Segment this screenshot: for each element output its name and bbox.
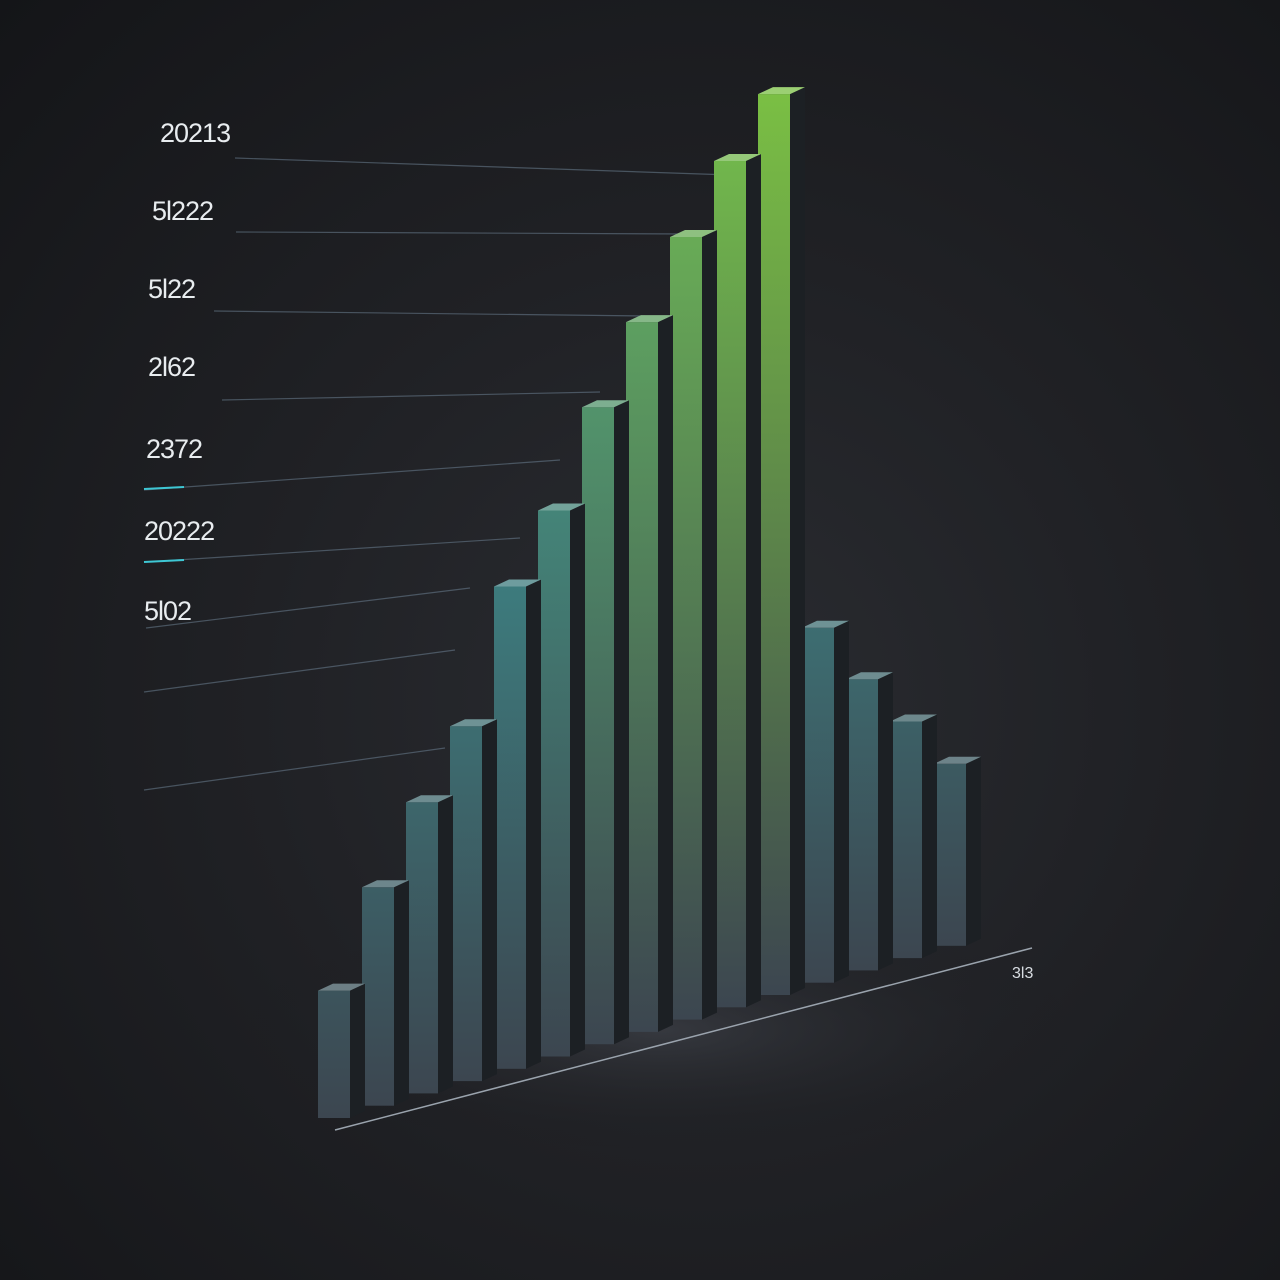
x-axis-end-label: 3l3	[1012, 965, 1033, 982]
bar-side-face	[878, 672, 893, 971]
accent-tick	[143, 486, 185, 490]
bar-top-face	[758, 87, 805, 95]
bar	[450, 719, 497, 1082]
bar-top-face	[846, 672, 893, 680]
bar-side-face	[526, 579, 541, 1069]
bar-front-face	[494, 586, 526, 1069]
guide-line	[145, 587, 471, 629]
bar-top-face	[406, 795, 453, 803]
bar-side-face	[746, 154, 761, 1008]
bar-front-face	[714, 161, 746, 1008]
bars	[318, 87, 981, 1118]
guide-lines	[143, 157, 761, 791]
bar	[626, 315, 673, 1032]
bar-top-face	[362, 880, 409, 888]
guide-line	[213, 310, 646, 317]
bar-top-face	[934, 756, 981, 764]
guide-line	[143, 649, 456, 693]
bar-side-face	[438, 795, 453, 1094]
bar-front-face	[758, 94, 790, 996]
bar	[802, 620, 849, 983]
bar-front-face	[450, 726, 482, 1082]
guide-line	[234, 157, 761, 177]
y-tick-label: 20213	[160, 118, 230, 148]
bar	[406, 795, 453, 1094]
bar	[494, 579, 541, 1069]
bar-front-face	[934, 763, 966, 946]
y-tick-label: 2l62	[148, 352, 195, 382]
y-tick-label: 5l02	[144, 596, 191, 626]
bar-top-face	[802, 620, 849, 628]
bar-front-face	[890, 721, 922, 959]
guide-line	[145, 537, 521, 563]
bar-top-face	[318, 983, 365, 991]
guide-line	[143, 459, 561, 491]
bar-front-face	[846, 679, 878, 971]
y-tick-label: 5l222	[152, 196, 213, 226]
bar-side-face	[790, 87, 805, 996]
bar	[890, 714, 937, 959]
bar	[318, 983, 365, 1118]
bar-top-face	[582, 400, 629, 408]
bar-top-face	[538, 503, 585, 511]
guide-line	[143, 747, 446, 791]
bar-side-face	[922, 714, 937, 959]
y-tick-label: 20222	[144, 516, 214, 546]
bar	[362, 880, 409, 1106]
guide-line	[221, 391, 601, 401]
bar-side-face	[966, 756, 981, 946]
bar	[846, 672, 893, 971]
bar	[714, 154, 761, 1008]
x-axis-baseline	[334, 947, 1033, 1131]
bar-side-face	[394, 880, 409, 1106]
bar-top-face	[714, 154, 761, 161]
bar-side-face	[614, 400, 629, 1045]
y-axis-tick-labels: 20213 5l222 5l22 2l62 2372 20222 5l02	[144, 118, 231, 626]
bar-side-face	[834, 620, 849, 983]
bar	[934, 756, 981, 946]
y-tick-label: 5l22	[148, 274, 195, 304]
bar-front-face	[626, 322, 658, 1032]
bar	[582, 400, 629, 1045]
bar-side-face	[350, 983, 365, 1118]
bar-top-face	[670, 230, 717, 237]
bar-side-face	[658, 315, 673, 1032]
bar-front-face	[670, 237, 702, 1020]
bar-side-face	[570, 503, 585, 1057]
accent-tick	[143, 559, 185, 563]
bar	[670, 230, 717, 1020]
bar-front-face	[802, 627, 834, 983]
y-tick-label: 2372	[146, 434, 202, 464]
bar-top-face	[450, 719, 497, 727]
bar-side-face	[482, 719, 497, 1082]
bar	[538, 503, 585, 1057]
bar-top-face	[494, 579, 541, 587]
bar	[758, 87, 805, 996]
bar-side-face	[702, 230, 717, 1020]
bar-front-face	[318, 990, 350, 1118]
bar-front-face	[582, 407, 614, 1045]
bar-top-face	[890, 714, 937, 722]
bar-front-face	[538, 510, 570, 1057]
guide-line	[235, 231, 691, 235]
bar-front-face	[406, 802, 438, 1094]
bar-top-face	[626, 315, 673, 323]
bar-front-face	[362, 887, 394, 1106]
